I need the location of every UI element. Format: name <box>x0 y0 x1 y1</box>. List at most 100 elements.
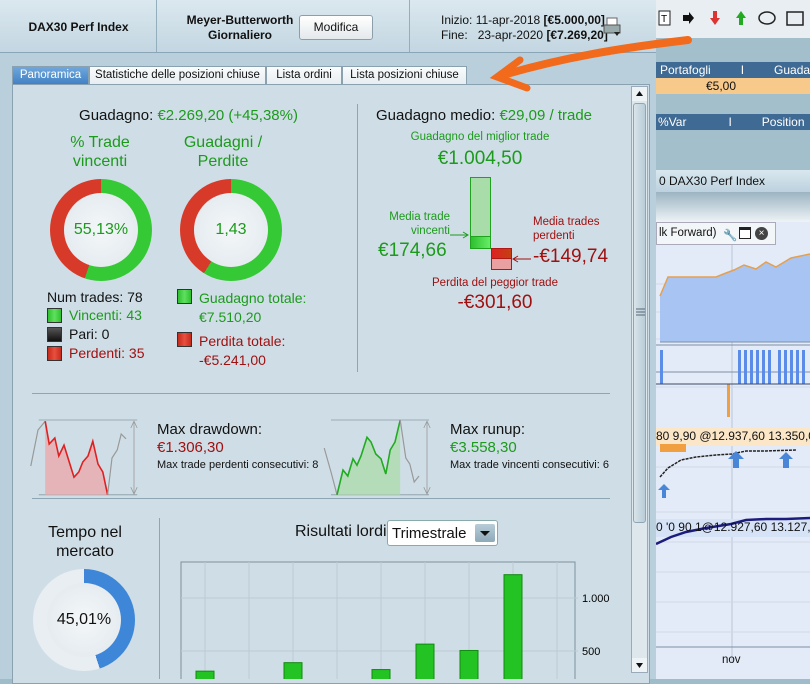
drawdown-value: €1.306,30 <box>157 439 224 456</box>
runup-value: €3.558,30 <box>450 439 517 456</box>
losers-swatch <box>47 346 62 361</box>
drawdown-label: Max drawdown: <box>157 421 263 438</box>
system-name: Meyer-Butterworth <box>186 13 294 27</box>
rectangle-tool-icon[interactable] <box>786 11 804 26</box>
price-chart: lk Forward) 🔧 × 80 9,90 @12.937,60 13.35… <box>656 222 810 679</box>
modify-button[interactable]: Modifica <box>299 15 373 40</box>
arrow-right-icon[interactable] <box>683 12 694 24</box>
period-select-value: Trimestrale <box>392 525 467 542</box>
best-trade-label: Guadagno del miglior trade <box>410 131 550 143</box>
start-date: 11-apr-2018 <box>475 13 541 27</box>
win-pct-value: 55,13% <box>64 193 138 267</box>
start-value: [€5.000,00] <box>543 13 605 27</box>
total-gain-summary: Guadagno: €2.269,20 (+45,38%) <box>20 107 357 124</box>
scroll-up-arrow-icon[interactable] <box>632 87 647 101</box>
scroll-down-arrow-icon[interactable] <box>632 658 647 672</box>
platform-background: T PortafogliIGuadag €5,00 %VarIPosition … <box>656 0 810 679</box>
losers-count: Perdenti: 35 <box>69 345 145 361</box>
num-trades: Num trades: 78 <box>47 289 143 305</box>
gain-label: Guadagno: <box>79 107 154 124</box>
printer-icon[interactable] <box>603 17 621 37</box>
avg-win-value: €174,66 <box>378 240 447 261</box>
avg-loss-label: Media trades perdenti <box>533 216 600 242</box>
positions-table-header: %Var I Position <box>656 114 810 130</box>
maximize-icon[interactable] <box>739 227 751 239</box>
winners-count: Vincenti: 43 <box>69 307 142 323</box>
gross-results-chart: 1.000 500 <box>180 561 610 679</box>
results-label: Risultati lordi <box>295 523 387 540</box>
y-tick-label: 1.000 <box>582 593 610 605</box>
svg-text:T: T <box>661 14 667 25</box>
even-count: Pari: 0 <box>69 326 110 342</box>
indicator-label: lk Forward) 🔧 × <box>656 222 776 245</box>
scrollbar-thumb[interactable] <box>633 103 646 523</box>
instrument-section: DAX30 Perf Index <box>0 0 157 52</box>
winners-swatch <box>47 308 62 323</box>
backtest-report-window: DAX30 Perf Index Meyer-Butterworth Giorn… <box>0 0 656 684</box>
chevron-down-icon[interactable] <box>475 524 495 542</box>
total-gain-swatch <box>177 289 192 304</box>
gain-loss-donut: 1,43 <box>180 179 282 281</box>
instrument-name: DAX30 Perf Index <box>28 20 129 34</box>
period-select[interactable]: Trimestrale <box>387 520 498 546</box>
drawing-toolbar: T <box>656 0 810 38</box>
avg-win-arrow-icon <box>450 231 469 239</box>
runup-sparkline <box>323 419 431 496</box>
end-label: Fine: <box>441 28 468 42</box>
chart-title: 0 DAX30 Perf Index <box>656 170 810 192</box>
gain-value: €2.269,20 (+45,38%) <box>157 107 298 124</box>
arrow-down-red-icon[interactable] <box>710 11 720 25</box>
win-pct-donut: 55,13% <box>50 179 152 281</box>
chart-toolbar <box>656 192 810 222</box>
result-bar <box>195 670 215 679</box>
portfolio-row[interactable]: €5,00 <box>656 78 810 94</box>
avg-win-bar <box>470 236 491 249</box>
portfolio-table-header: PortafogliIGuadag <box>656 62 810 78</box>
order-labels-row: 0 '0 90 1@12.927,60 13.127,5 <box>656 520 810 534</box>
column-divider <box>357 104 358 372</box>
drawdown-consecutive: Max trade perdenti consecutivi: 8 <box>157 459 319 471</box>
start-label: Inizio: <box>441 13 473 27</box>
result-bar <box>503 574 523 679</box>
total-loss: Perdita totale: -€5.241,00 <box>199 333 286 368</box>
x-axis-label: nov <box>722 654 741 666</box>
tab-panoramica[interactable]: Panoramica <box>12 66 89 85</box>
tab-closed-positions-list[interactable]: Lista posizioni chiuse <box>342 66 467 85</box>
result-bar <box>283 662 303 679</box>
time-in-market-title: Tempo nel mercato <box>48 524 122 560</box>
section-divider <box>32 498 610 499</box>
timeframe: Giornaliero <box>207 28 272 42</box>
time-in-market-donut: 45,01% <box>33 569 135 671</box>
result-bar <box>371 669 391 679</box>
order-labels-row: 80 9,90 @12.937,60 13.350,0 <box>656 429 810 443</box>
avg-loss-value: -€149,74 <box>533 246 609 267</box>
result-bar <box>415 643 435 679</box>
total-loss-swatch <box>177 332 192 347</box>
result-bar <box>459 649 479 679</box>
gain-loss-ratio: 1,43 <box>194 193 268 267</box>
arrow-up-green-icon[interactable] <box>736 11 746 25</box>
avg-win-label: Media trade vincenti <box>389 211 450 237</box>
column-divider <box>159 518 160 679</box>
gain-loss-title: Guadagni / Perdite <box>183 134 263 170</box>
section-divider <box>32 393 610 394</box>
wrench-icon[interactable]: 🔧 <box>723 230 738 242</box>
drawdown-sparkline <box>30 419 138 496</box>
win-pct-title: % Trade vincenti <box>70 134 130 170</box>
total-gain: Guadagno totale: €7.510,20 <box>199 290 307 325</box>
even-swatch <box>47 327 62 342</box>
text-tool-icon[interactable]: T <box>658 10 671 26</box>
tab-order-list[interactable]: Lista ordini <box>266 66 342 85</box>
runup-consecutive: Max trade vincenti consecutivi: 6 <box>450 459 609 471</box>
tab-closed-positions-stats[interactable]: Statistiche delle posizioni chiuse <box>89 66 266 85</box>
system-section: Meyer-Butterworth Giornaliero Modifica <box>157 0 410 52</box>
avg-loss-arrow-icon <box>512 255 531 263</box>
vertical-scrollbar[interactable] <box>631 86 648 673</box>
best-trade-value: €1.004,50 <box>437 148 523 169</box>
ellipse-tool-icon[interactable] <box>758 11 776 25</box>
worst-trade-value: -€301,60 <box>457 292 533 313</box>
close-icon[interactable]: × <box>755 227 768 240</box>
runup-label: Max runup: <box>450 421 526 438</box>
time-in-market-value: 45,01% <box>47 583 121 657</box>
worst-trade-label: Perdita del peggior trade <box>432 277 558 289</box>
